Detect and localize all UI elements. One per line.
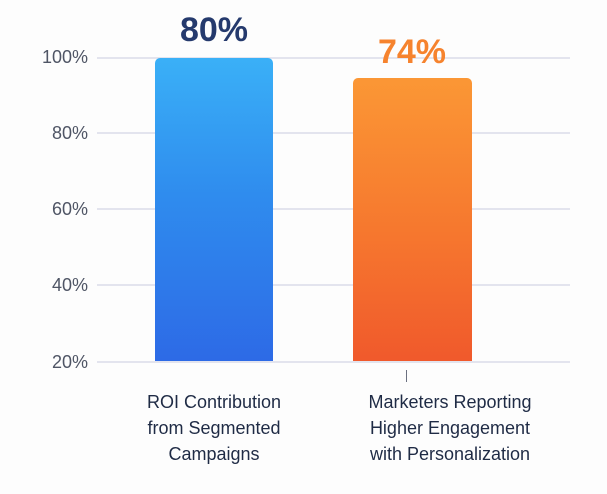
gridline-20-baseline [97, 361, 570, 363]
x-label-roi: ROI Contribution from Segmented Campaign… [104, 389, 324, 467]
y-tick-label: 80% [51, 123, 88, 143]
x-label-line: with Personalization [369, 444, 531, 464]
x-tick-mark [406, 370, 407, 382]
bar-roi-contribution [155, 58, 273, 362]
y-tick-label: 40% [51, 275, 88, 295]
gridline-40 [97, 284, 570, 286]
gridline-80 [97, 132, 570, 134]
x-label-line: ROI Contribution [146, 392, 282, 412]
data-label-roi: 80% [179, 11, 249, 49]
x-label-line: from Segmented [147, 418, 281, 438]
x-label-engagement: Marketers Reporting Higher Engagement wi… [340, 389, 560, 467]
x-label-line: Higher Engagement [369, 418, 531, 438]
y-tick-label: 100% [41, 47, 88, 67]
y-tick-label: 20% [51, 352, 88, 372]
y-tick-label: 60% [51, 199, 88, 219]
bar-higher-engagement [353, 78, 472, 362]
gridline-100 [97, 57, 570, 59]
data-label-engagement: 74% [377, 33, 447, 71]
x-label-line: Marketers Reporting [368, 392, 532, 412]
x-label-line: Campaigns [168, 444, 260, 464]
gridline-60 [97, 208, 570, 210]
